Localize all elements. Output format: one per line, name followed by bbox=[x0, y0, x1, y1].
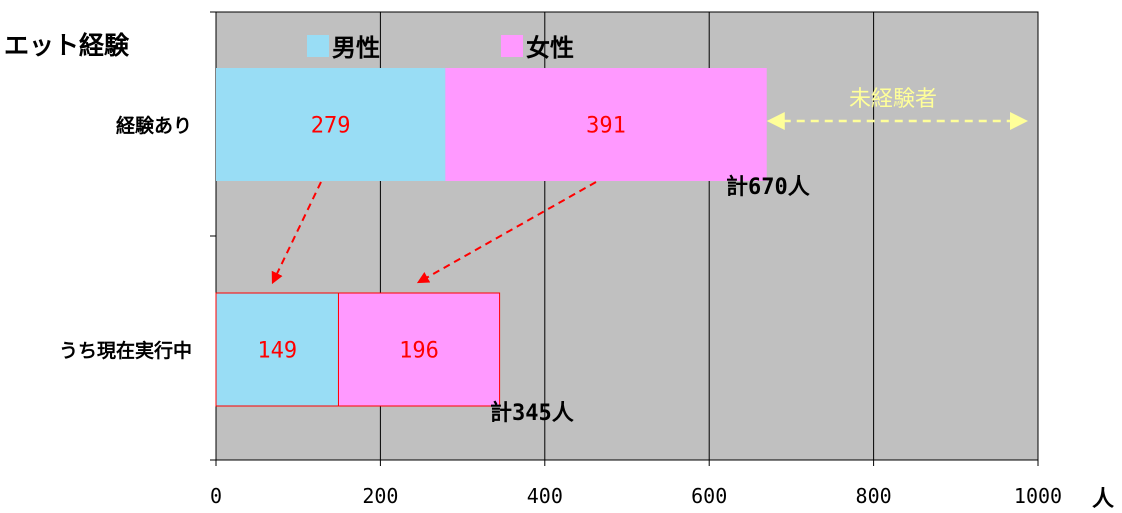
annotation-arrowhead-right bbox=[1010, 112, 1028, 130]
bar-female-1 bbox=[337, 292, 501, 407]
category-label-experienced: 経験あり bbox=[116, 114, 192, 137]
bars: 279 391 149 196 bbox=[215, 68, 767, 407]
total-label-current: 計345人 bbox=[490, 400, 574, 426]
annotation-arrowhead-left bbox=[766, 112, 785, 130]
value-label-female-1: 196 bbox=[399, 339, 439, 364]
bar-male-0 bbox=[216, 68, 446, 181]
arrow-male-to-current bbox=[271, 181, 322, 285]
arrow-female-to-current bbox=[416, 181, 597, 284]
x-tick-label-400: 400 bbox=[527, 484, 563, 508]
axis-ticks: 0 200 400 600 800 1000 bbox=[210, 11, 1062, 508]
x-tick-label-0: 0 bbox=[210, 484, 222, 508]
x-tick-label-600: 600 bbox=[691, 484, 727, 508]
category-label-current: うち現在実行中 bbox=[59, 339, 192, 362]
bar-male-1 bbox=[215, 292, 339, 407]
legend-label-female: 女性 bbox=[526, 34, 574, 62]
x-tick-label-1000: 1000 bbox=[1014, 484, 1062, 508]
chart-title: エット経験 bbox=[4, 31, 130, 60]
total-label-experienced: 計670人 bbox=[726, 174, 810, 200]
x-tick-label-200: 200 bbox=[362, 484, 398, 508]
annotation-label: 未経験者 bbox=[849, 87, 937, 112]
legend-swatch-male bbox=[307, 35, 329, 57]
legend-label-male: 男性 bbox=[332, 34, 380, 62]
x-axis-unit: 人 bbox=[1092, 487, 1114, 512]
value-label-male-1: 149 bbox=[257, 339, 297, 364]
value-label-male-0: 279 bbox=[311, 114, 351, 139]
legend-swatch-female bbox=[501, 35, 523, 57]
bar-female-0 bbox=[445, 68, 767, 181]
legend: 男性 女性 bbox=[307, 34, 574, 62]
value-label-female-0: 391 bbox=[586, 114, 626, 139]
x-tick-label-800: 800 bbox=[856, 484, 892, 508]
arrows bbox=[271, 112, 1028, 285]
